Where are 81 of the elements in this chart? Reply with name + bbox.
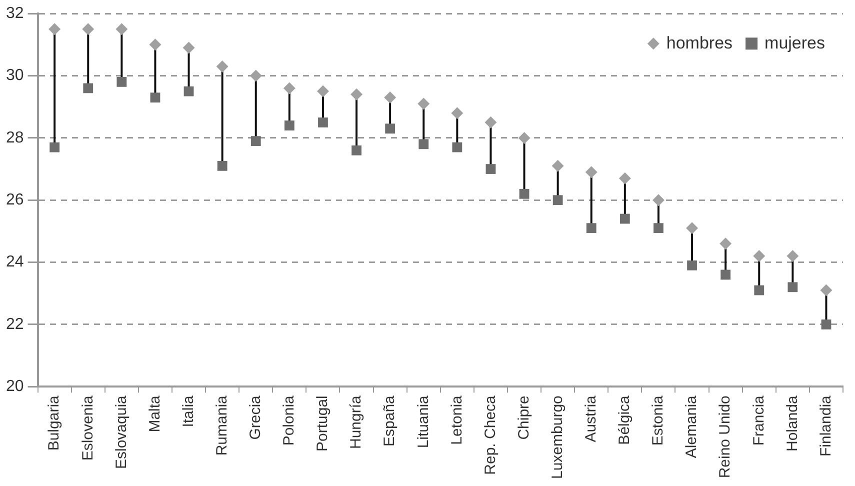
x-tick-label: Finlandia	[817, 394, 834, 456]
point	[754, 285, 764, 296]
point	[150, 92, 160, 102]
point	[652, 194, 664, 206]
point	[48, 23, 61, 36]
point	[620, 214, 630, 224]
point	[654, 223, 664, 234]
point	[518, 132, 530, 144]
point	[50, 142, 60, 152]
y-tick-label: 30	[6, 67, 24, 84]
point	[418, 139, 429, 150]
point	[686, 222, 698, 234]
y-tick-label: 32	[6, 5, 24, 22]
y-tick-label: 20	[6, 378, 24, 396]
point	[184, 86, 194, 96]
point	[83, 83, 94, 94]
x-tick-label: Estonia	[650, 394, 667, 446]
point	[82, 23, 94, 36]
point	[586, 223, 596, 234]
point	[352, 145, 362, 156]
x-tick-label: Holanda	[784, 394, 801, 452]
x-tick-label: Letonia	[448, 394, 466, 445]
point	[585, 166, 598, 178]
point	[182, 42, 195, 54]
x-tick-label: Francia	[750, 394, 768, 446]
point	[318, 117, 328, 128]
point	[384, 92, 396, 104]
legend-label: hombres	[666, 33, 733, 52]
point	[217, 160, 228, 171]
point	[753, 250, 766, 262]
x-tick-label: Chipre	[515, 396, 532, 440]
point	[687, 260, 697, 270]
point	[283, 82, 296, 94]
point	[216, 60, 228, 72]
x-tick-label: Malta	[146, 394, 164, 432]
y-tick-label: 24	[6, 254, 24, 271]
point	[786, 250, 799, 262]
point	[316, 85, 329, 98]
point	[250, 70, 262, 82]
point	[821, 319, 832, 330]
point	[618, 172, 631, 184]
point	[116, 77, 127, 87]
x-tick-label: Rumania	[213, 394, 230, 456]
x-tick-label: Rep. Checa	[482, 394, 499, 475]
point	[284, 120, 294, 130]
point	[788, 282, 798, 292]
point	[250, 136, 261, 146]
point	[451, 107, 464, 120]
x-tick-label: Polonia	[280, 394, 298, 446]
point	[418, 98, 430, 110]
x-tick-label: Bulgaria	[46, 394, 63, 451]
point	[820, 284, 832, 296]
y-tick-label: 22	[6, 316, 24, 333]
x-tick-label: Luxemburgo	[548, 396, 566, 480]
point	[484, 116, 497, 128]
x-tick-label: Grecia	[247, 394, 264, 440]
x-tick-label: Eslovaquia	[112, 394, 130, 470]
x-tick-label: Reino Unido	[716, 396, 734, 478]
point	[720, 238, 732, 250]
x-tick-label: España	[381, 394, 398, 446]
legend-label: mujeres	[764, 33, 826, 52]
x-tick-label: Lituania	[414, 394, 432, 448]
point	[552, 195, 563, 206]
point	[116, 23, 128, 36]
x-tick-label: Hungría	[348, 394, 365, 449]
x-tick-label: Austria	[582, 394, 600, 442]
y-tick-label: 26	[6, 192, 24, 209]
x-tick-label: Eslovenia	[79, 394, 96, 461]
x-tick-label: Alemania	[683, 394, 700, 458]
x-tick-label: Italia	[180, 394, 197, 428]
point	[552, 160, 564, 172]
point	[350, 88, 363, 100]
point	[486, 164, 496, 174]
x-tick-label: Bélgica	[616, 394, 634, 445]
x-tick-label: Portugal	[314, 396, 332, 452]
point	[385, 124, 396, 134]
y-tick-label: 28	[6, 129, 24, 146]
point	[720, 270, 731, 280]
point	[149, 38, 162, 51]
point	[519, 188, 530, 199]
point	[452, 142, 462, 152]
